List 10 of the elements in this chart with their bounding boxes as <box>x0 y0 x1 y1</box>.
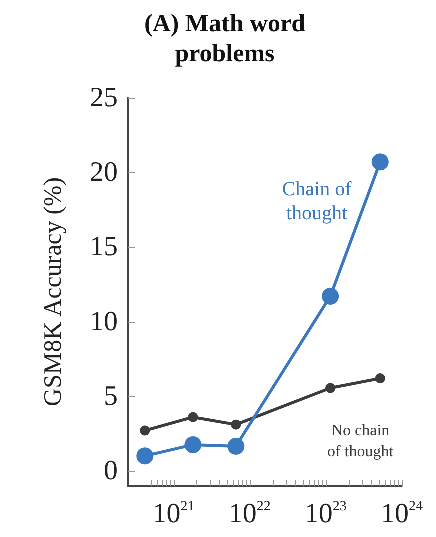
chart-title: (A) Math word problems <box>144 10 306 68</box>
series-label: Chain of thought <box>282 178 352 224</box>
y-tick-label: 5 <box>104 380 118 412</box>
y-tick-label: 20 <box>90 157 118 188</box>
y-tick-label: 15 <box>90 232 118 263</box>
y-tick-label: 10 <box>90 306 118 338</box>
y-axis-title: GSM8K Accuracy (%) <box>40 177 67 407</box>
y-tick-label: 0 <box>104 456 118 487</box>
y-tick-label: 25 <box>90 82 118 114</box>
series-label: No chain of thought <box>327 422 394 460</box>
